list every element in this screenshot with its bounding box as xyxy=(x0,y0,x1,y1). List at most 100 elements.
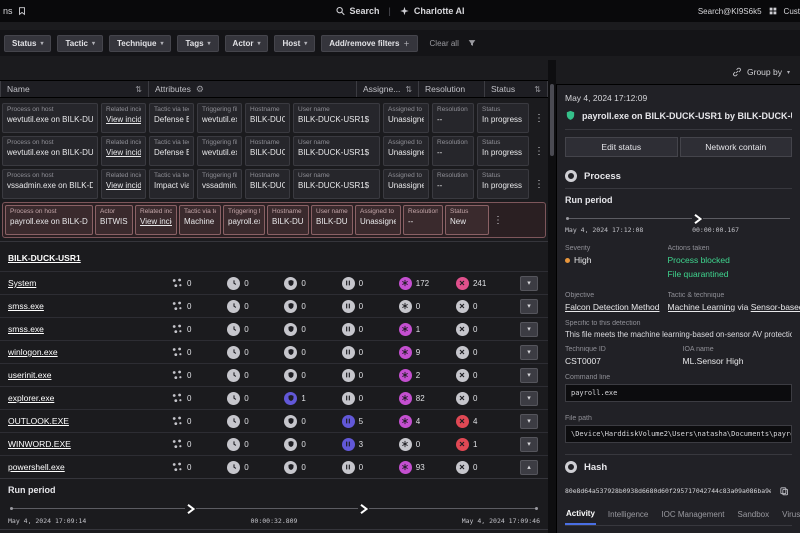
cell-user-name[interactable]: User nameBILK-DUC... xyxy=(311,205,353,235)
expand-row-button[interactable]: ▾ xyxy=(520,322,538,337)
cell-hostname[interactable]: HostnameBILK-DUC... xyxy=(267,205,309,235)
cell-related-incident[interactable]: Related incidentView incid... xyxy=(101,136,146,166)
row-menu-icon[interactable]: ⋮ xyxy=(532,103,546,133)
process-row[interactable]: smss.exe 0 0 0 0 1 0 ▾ xyxy=(0,317,548,340)
expand-row-button[interactable]: ▾ xyxy=(520,368,538,383)
hash-section-header[interactable]: Hash xyxy=(565,454,792,479)
charlotte-ai-button[interactable]: Charlotte AI xyxy=(400,6,465,16)
edit-status-button[interactable]: Edit status xyxy=(565,137,678,157)
cell-assigned-to[interactable]: Assigned toUnassigned xyxy=(383,136,429,166)
cell-status[interactable]: StatusIn progress xyxy=(477,136,529,166)
filter-chip-technique[interactable]: Technique▾ xyxy=(109,35,171,52)
row-menu-icon[interactable]: ⋮ xyxy=(532,169,546,199)
cell-actor[interactable]: ActorBITWISE S... xyxy=(95,205,133,235)
customer-menu-truncated[interactable]: Cust xyxy=(784,7,800,16)
filter-chip-actor[interactable]: Actor▾ xyxy=(225,35,269,52)
vertical-scrollbar[interactable] xyxy=(548,60,556,533)
process-row[interactable]: smss.exe 0 0 0 0 0 0 ▾ xyxy=(0,294,548,317)
scrollbar-thumb[interactable] xyxy=(550,84,554,156)
filter-chip-host[interactable]: Host▾ xyxy=(274,35,315,52)
column-header-assignee[interactable]: Assigne...⇅ xyxy=(356,81,418,97)
chevron-down-icon[interactable]: ▾ xyxy=(787,69,790,76)
process-name-link[interactable]: powershell.exe xyxy=(8,462,170,472)
cell-triggering-file[interactable]: Triggering filevssadmin.e... xyxy=(197,169,242,199)
column-header-attributes[interactable]: Attributes⚙ xyxy=(148,81,356,97)
user-search-id[interactable]: Search@KI9S6k5 xyxy=(698,7,762,16)
row-menu-icon[interactable]: ⋮ xyxy=(532,136,546,166)
cell-value-link[interactable]: View incid... xyxy=(106,181,141,190)
cell-tactic[interactable]: Tactic via tech...Defense Ev... xyxy=(149,103,194,133)
cell-hostname[interactable]: HostnameBILK-DUCK... xyxy=(245,169,290,199)
process-row[interactable]: powershell.exe 0 0 0 0 93 0 ▴ xyxy=(0,455,548,478)
process-row[interactable]: userinit.exe 0 0 0 0 2 0 ▾ xyxy=(0,363,548,386)
cell-related-incident[interactable]: Related incidentView incid... xyxy=(101,103,146,133)
tab-intelligence[interactable]: Intelligence xyxy=(607,505,649,525)
cell-user-name[interactable]: User nameBILK-DUCK-USR1$ xyxy=(293,169,380,199)
cell-assigned-to[interactable]: Assigned toUnassigned xyxy=(355,205,401,235)
cell-process-on-host[interactable]: Process on hostvssadmin.exe on BILK-DUCK… xyxy=(2,169,98,199)
process-name-link[interactable]: explorer.exe xyxy=(8,393,170,403)
tab-virustotal[interactable]: VirusTotal xyxy=(781,505,800,525)
cell-value-link[interactable]: View incid... xyxy=(106,148,141,157)
process-name-link[interactable]: smss.exe xyxy=(8,324,170,334)
gear-icon[interactable]: ⚙ xyxy=(196,84,204,95)
process-row[interactable]: winlogon.exe 0 0 0 0 9 0 ▾ xyxy=(0,340,548,363)
expand-row-button[interactable]: ▾ xyxy=(520,437,538,452)
cell-triggering-file[interactable]: Triggering filepayroll.exe xyxy=(223,205,265,235)
tab-ioc-management[interactable]: IOC Management xyxy=(660,505,725,525)
cell-user-name[interactable]: User nameBILK-DUCK-USR1$ xyxy=(293,136,380,166)
process-name-link[interactable]: smss.exe xyxy=(8,301,170,311)
expand-row-button[interactable]: ▾ xyxy=(520,345,538,360)
cell-status[interactable]: StatusIn progress xyxy=(477,169,529,199)
add-remove-filters-button[interactable]: Add/remove filters＋ xyxy=(321,35,417,52)
cell-hostname[interactable]: HostnameBILK-DUCK... xyxy=(245,103,290,133)
table-row[interactable]: Process on hostwevtutil.exe on BILK-DUCK… xyxy=(2,103,546,133)
sort-icon[interactable]: ⇅ xyxy=(534,85,541,94)
process-section-header[interactable]: Process xyxy=(565,164,792,189)
tactic-link[interactable]: Machine Learning xyxy=(668,302,736,312)
table-row[interactable]: Process on hostvssadmin.exe on BILK-DUCK… xyxy=(2,169,546,199)
cell-related-incident[interactable]: Related incidentView incid... xyxy=(135,205,177,235)
column-header-status[interactable]: Status⇅ xyxy=(484,81,548,97)
cell-resolution[interactable]: Resolution-- xyxy=(432,169,474,199)
sort-icon[interactable]: ⇅ xyxy=(405,85,412,94)
filter-save-icon[interactable] xyxy=(467,38,477,48)
column-header-name[interactable]: Name⇅ xyxy=(0,81,148,97)
process-name-link[interactable]: OUTLOOK.EXE xyxy=(8,416,170,426)
cell-user-name[interactable]: User nameBILK-DUCK-USR1$ xyxy=(293,103,380,133)
cell-related-incident[interactable]: Related incidentView incid... xyxy=(101,169,146,199)
expand-row-button[interactable]: ▾ xyxy=(520,299,538,314)
expand-row-button[interactable]: ▾ xyxy=(520,414,538,429)
process-name-link[interactable]: userinit.exe xyxy=(8,370,170,380)
expand-row-button[interactable]: ▾ xyxy=(520,391,538,406)
process-name-link[interactable]: winlogon.exe xyxy=(8,347,170,357)
row-menu-icon[interactable]: ⋮ xyxy=(491,205,505,235)
cell-process-on-host[interactable]: Process on hostpayroll.exe on BILK-DUCK-… xyxy=(5,205,93,235)
cell-resolution[interactable]: Resolution-- xyxy=(403,205,443,235)
clear-all-button[interactable]: Clear all xyxy=(430,39,459,48)
cell-resolution[interactable]: Resolution-- xyxy=(432,103,474,133)
cell-resolution[interactable]: Resolution-- xyxy=(432,136,474,166)
cell-process-on-host[interactable]: Process on hostwevtutil.exe on BILK-DUCK… xyxy=(2,136,98,166)
cell-status[interactable]: StatusIn progress xyxy=(477,103,529,133)
process-row[interactable]: System 0 0 0 0 172 241 ▾ xyxy=(0,271,548,294)
cell-assigned-to[interactable]: Assigned toUnassigned xyxy=(383,103,429,133)
cell-tactic[interactable]: Tactic via tech...Impact via ... xyxy=(149,169,194,199)
filter-chip-status[interactable]: Status▾ xyxy=(4,35,51,52)
tab-sandbox[interactable]: Sandbox xyxy=(737,505,771,525)
column-header-resolution[interactable]: Resolution xyxy=(418,81,484,97)
process-name-link[interactable]: System xyxy=(8,278,170,288)
process-name-link[interactable]: WINWORD.EXE xyxy=(8,439,170,449)
filter-chip-tactic[interactable]: Tactic▾ xyxy=(57,35,103,52)
process-row[interactable]: OUTLOOK.EXE 0 0 0 5 4 4 ▾ xyxy=(0,409,548,432)
cell-hostname[interactable]: HostnameBILK-DUCK... xyxy=(245,136,290,166)
collapse-row-button[interactable]: ▴ xyxy=(520,460,538,475)
process-row[interactable]: explorer.exe 0 0 1 0 82 0 ▾ xyxy=(0,386,548,409)
app-switcher-icon[interactable] xyxy=(768,6,778,16)
expand-row-button[interactable]: ▾ xyxy=(520,276,538,291)
network-contain-button[interactable]: Network contain xyxy=(680,137,793,157)
cell-value-link[interactable]: View incid... xyxy=(140,217,172,226)
cell-status[interactable]: StatusNew xyxy=(445,205,489,235)
technique-link[interactable]: Sensor-based ML xyxy=(751,302,800,312)
cell-process-on-host[interactable]: Process on hostwevtutil.exe on BILK-DUCK… xyxy=(2,103,98,133)
